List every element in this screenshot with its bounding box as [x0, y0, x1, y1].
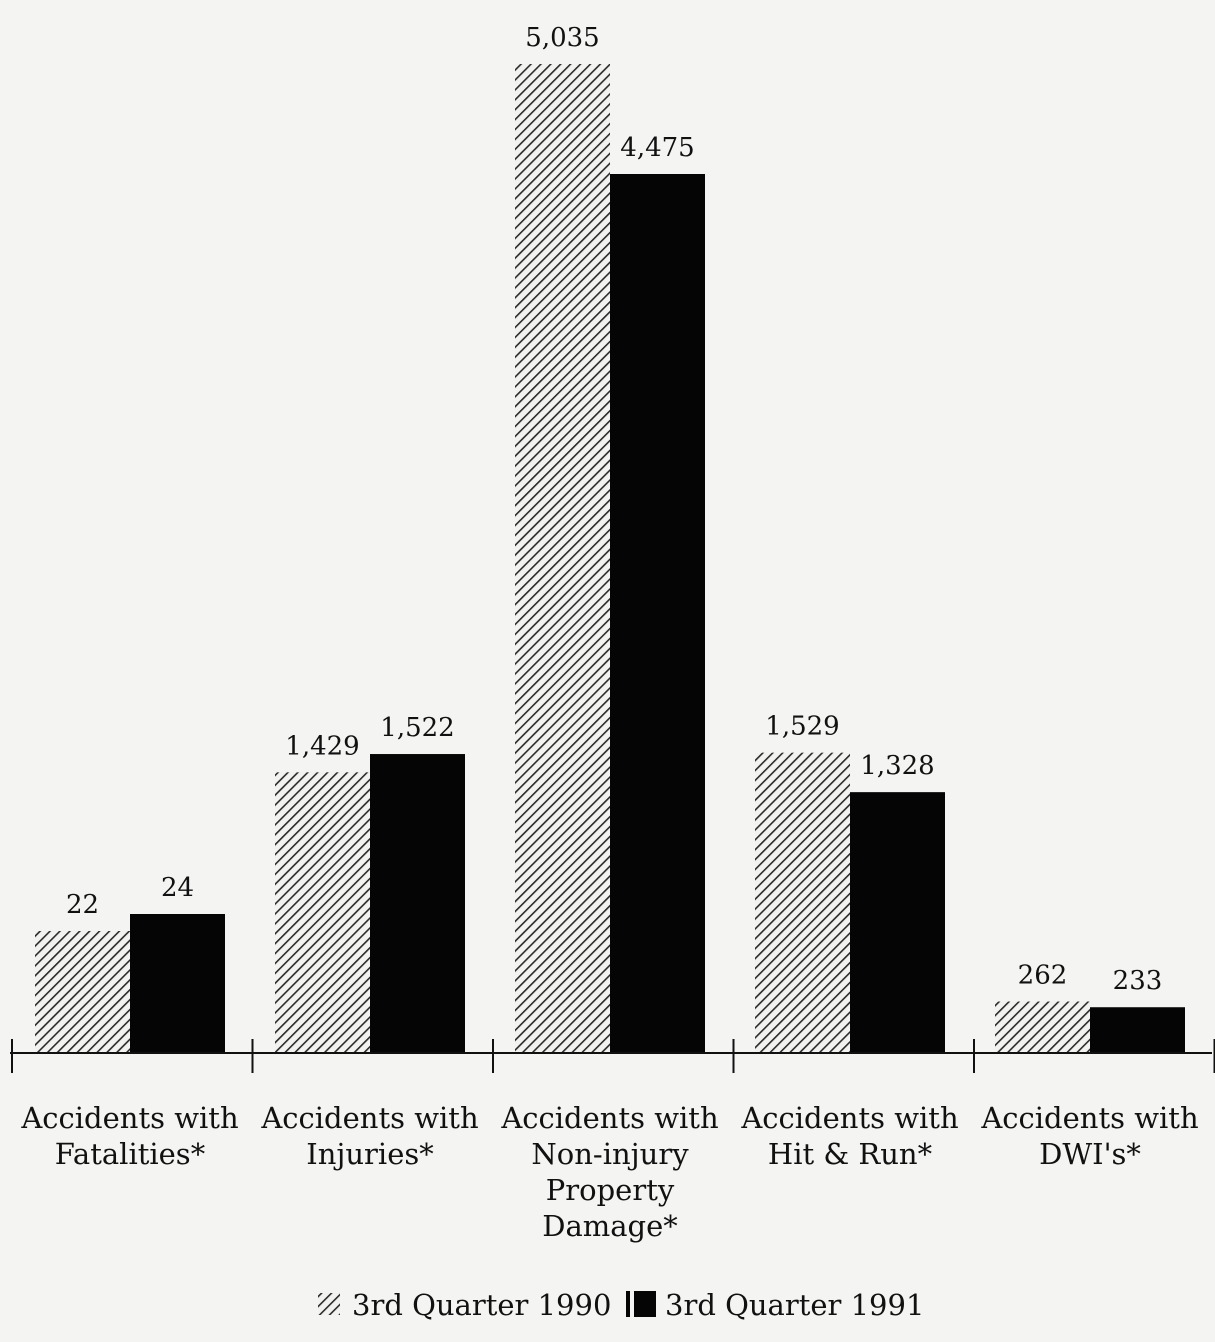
value-label-1991-3: 4,475 [620, 133, 694, 163]
category-label-line: DWI's* [1039, 1137, 1141, 1171]
category-label-line: Damage* [542, 1209, 678, 1243]
category-label-1: Accidents with Fatalities* [20, 1101, 238, 1171]
legend-label-1990: 3rd Quarter 1990 [352, 1288, 611, 1322]
bar-1991-4 [850, 792, 945, 1053]
category-label-line: Accidents with [980, 1101, 1198, 1135]
category-label-5: Accidents with DWI's* [980, 1101, 1198, 1171]
bar-1991-1 [130, 914, 225, 1053]
value-label-1990-3: 5,035 [525, 23, 599, 53]
value-label-1991-1: 24 [161, 873, 194, 903]
value-label-1990-2: 1,429 [285, 731, 359, 761]
category-label-line: Accidents with [500, 1101, 718, 1135]
legend-swatch-1991 [634, 1291, 656, 1317]
value-label-1990-5: 262 [1018, 961, 1068, 991]
bar-1991-3 [610, 173, 705, 1053]
bar-1991-5 [1090, 1007, 1185, 1053]
category-label-line: Injuries* [306, 1137, 434, 1171]
category-label-line: Accidents with [740, 1101, 958, 1135]
legend-swatch-1990 [318, 1293, 340, 1315]
value-label-1990-1: 22 [66, 890, 99, 920]
category-label-line: Accidents with [20, 1101, 238, 1135]
category-label-line: Fatalities* [55, 1137, 206, 1171]
legend-label-1991: 3rd Quarter 1991 [665, 1288, 924, 1322]
category-label-line: Hit & Run* [768, 1137, 933, 1171]
bar-1991-2 [370, 754, 465, 1053]
category-label-4: Accidents with Hit & Run* [740, 1101, 958, 1171]
category-label-line: Property [546, 1173, 675, 1207]
category-label-2: Accidents with Injuries* [260, 1101, 478, 1171]
legend-swatch-1991-bar [626, 1291, 630, 1317]
value-label-1991-4: 1,328 [860, 751, 934, 781]
category-label-line: Non-injury [531, 1137, 689, 1171]
value-label-1991-2: 1,522 [380, 713, 454, 743]
bar-1990-1 [35, 931, 130, 1053]
bar-1990-2 [275, 772, 370, 1053]
bar-1990-5 [995, 1001, 1090, 1053]
value-label-1990-4: 1,529 [765, 712, 839, 742]
bar-1990-3 [515, 64, 610, 1053]
bar-1990-4 [755, 752, 850, 1053]
value-label-1991-5: 233 [1113, 966, 1163, 996]
category-label-line: Accidents with [260, 1101, 478, 1135]
category-label-3: Accidents with Non-injury Property Damage* [500, 1101, 718, 1243]
